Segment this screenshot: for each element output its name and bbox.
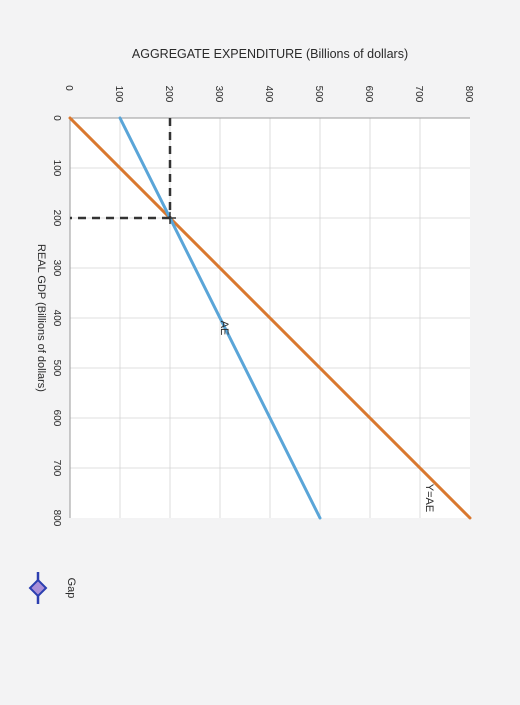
- y-tick-label: 600: [363, 86, 374, 103]
- y-tick-label: 500: [313, 86, 324, 103]
- x-tick-label: 500: [51, 360, 62, 377]
- x-tick-label: 400: [51, 310, 62, 327]
- x-tick-label: 200: [51, 210, 62, 227]
- y-tick-label: 100: [113, 86, 124, 103]
- y-tick-label: 200: [163, 86, 174, 103]
- series-line-ae: [118, 116, 322, 520]
- y-tick-label: 700: [413, 86, 424, 103]
- y-tick-label: 800: [463, 86, 474, 103]
- y-tick-label: 300: [213, 86, 224, 103]
- legend-gap-label: Gap: [65, 578, 77, 599]
- x-tick-label: 800: [51, 510, 62, 527]
- series-label-ae: AE: [218, 321, 230, 336]
- x-tick-label: 0: [51, 115, 62, 121]
- x-tick-label: 300: [51, 260, 62, 277]
- series-label-y-equals-ae: Y=AE: [423, 484, 435, 512]
- series-line-y-equals-ae: [68, 116, 472, 520]
- y-axis-title: AGGREGATE EXPENDITURE (Billions of dolla…: [132, 47, 408, 61]
- legend-gap-marker-diamond: [28, 578, 48, 598]
- x-axis-title: REAL GDP (Billions of dollars): [35, 244, 47, 392]
- x-tick-label: 700: [51, 460, 62, 477]
- y-tick-label: 400: [263, 86, 274, 103]
- y-tick-label: 0: [63, 85, 74, 91]
- x-tick-label: 600: [51, 410, 62, 427]
- x-tick-label: 100: [51, 160, 62, 177]
